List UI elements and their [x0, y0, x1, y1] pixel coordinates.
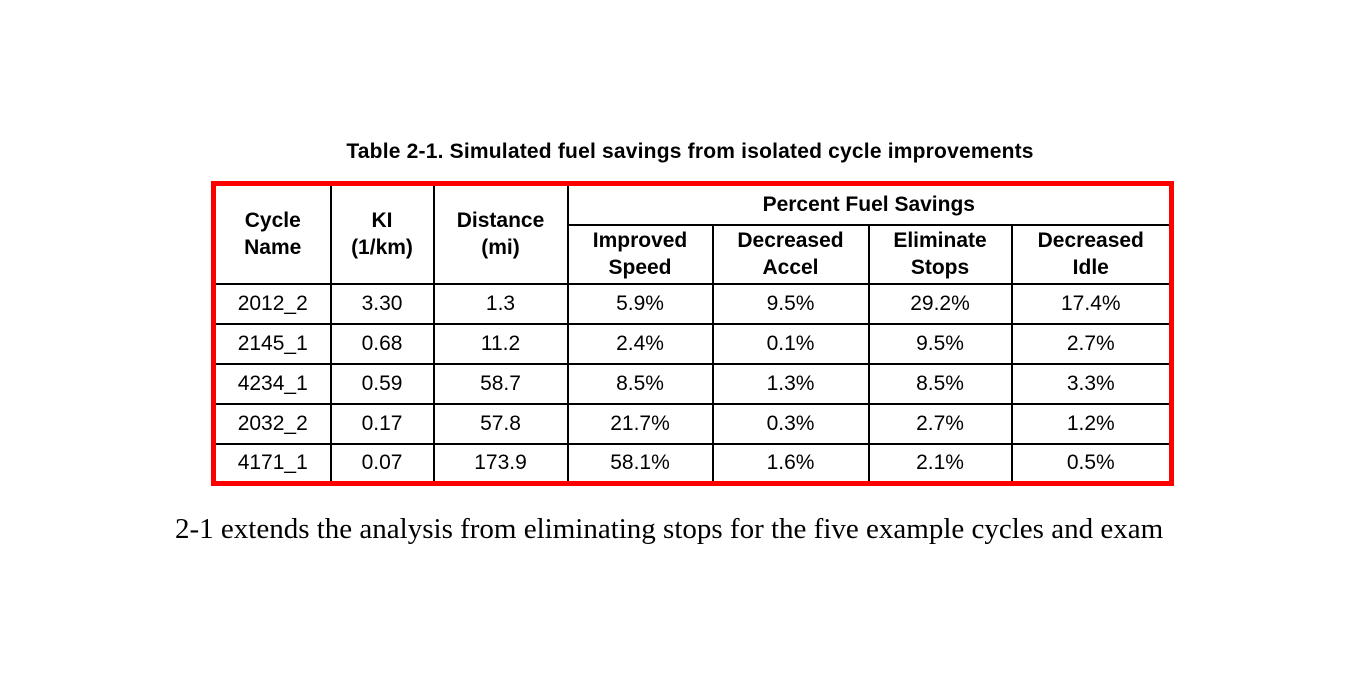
cell-cycle-name: 4171_1 [212, 442, 332, 485]
cell-eliminate-stops: 8.5% [867, 362, 1013, 405]
column-header-improved-speed: Improved Speed [566, 223, 714, 285]
cell-distance: 11.2 [432, 322, 569, 365]
header-row-group: Cycle Name KI (1/km) Distance (mi) Perce… [212, 182, 1173, 285]
cell-decreased-idle: 2.7% [1010, 322, 1173, 365]
cell-improved-speed: 2.4% [566, 322, 714, 365]
cell-decreased-idle: 0.5% [1010, 442, 1173, 485]
table-row: 2145_1 0.68 11.2 2.4% 0.1% 9.5% 2.7% [212, 322, 1173, 365]
column-header-distance: Distance (mi) [432, 182, 569, 285]
table-row: 2012_2 3.30 1.3 5.9% 9.5% 29.2% 17.4% [212, 282, 1173, 325]
header-row-sub: Improved Speed Decreased Accel Eliminate… [214, 223, 1173, 285]
column-header-cycle-name: Cycle Name [212, 182, 332, 285]
cell-cycle-name: 2145_1 [212, 322, 332, 365]
cell-decreased-idle: 1.2% [1010, 402, 1173, 445]
fuel-savings-table: Cycle Name KI (1/km) Distance (mi) Perce… [211, 181, 1175, 486]
cell-decreased-accel: 1.6% [711, 442, 870, 485]
cell-ki: 0.07 [329, 442, 435, 485]
column-header-decreased-idle: Decreased Idle [1010, 223, 1173, 285]
cell-cycle-name: 2032_2 [212, 402, 332, 445]
cell-cycle-name: 2012_2 [212, 282, 332, 325]
cell-distance: 173.9 [432, 442, 569, 485]
cell-improved-speed: 21.7% [566, 402, 714, 445]
column-group-header-percent-fuel-savings: Percent Fuel Savings [566, 182, 1173, 226]
cell-distance: 58.7 [432, 362, 569, 405]
cell-eliminate-stops: 29.2% [867, 282, 1013, 325]
cell-eliminate-stops: 2.1% [867, 442, 1013, 485]
cell-ki: 0.59 [329, 362, 435, 405]
cell-ki: 0.17 [329, 402, 435, 445]
table-row: 4171_1 0.07 173.9 58.1% 1.6% 2.1% 0.5% [212, 442, 1173, 485]
table-row: 4234_1 0.59 58.7 8.5% 1.3% 8.5% 3.3% [212, 362, 1173, 405]
body-text: 2-1 extends the analysis from eliminatin… [175, 513, 1164, 545]
cell-decreased-accel: 9.5% [711, 282, 870, 325]
cell-decreased-idle: 17.4% [1010, 282, 1173, 325]
cell-improved-speed: 8.5% [566, 362, 714, 405]
cell-eliminate-stops: 9.5% [867, 322, 1013, 365]
column-header-ki: KI (1/km) [329, 182, 435, 285]
column-header-eliminate-stops: Eliminate Stops [867, 223, 1013, 285]
cell-ki: 3.30 [329, 282, 435, 325]
cell-improved-speed: 5.9% [566, 282, 714, 325]
cell-decreased-accel: 1.3% [711, 362, 870, 405]
table-row: 2032_2 0.17 57.8 21.7% 0.3% 2.7% 1.2% [212, 402, 1173, 445]
cell-decreased-accel: 0.1% [711, 322, 870, 365]
cell-cycle-name: 4234_1 [212, 362, 332, 405]
cell-distance: 1.3 [432, 282, 569, 325]
table-caption: Table 2-1. Simulated fuel savings from i… [346, 140, 1034, 163]
cell-decreased-idle: 3.3% [1010, 362, 1173, 405]
cell-improved-speed: 58.1% [566, 442, 714, 485]
fuel-savings-table-container: Cycle Name KI (1/km) Distance (mi) Perce… [211, 181, 1175, 486]
cell-decreased-accel: 0.3% [711, 402, 870, 445]
column-header-decreased-accel: Decreased Accel [711, 223, 870, 285]
cell-distance: 57.8 [432, 402, 569, 445]
cell-ki: 0.68 [329, 322, 435, 365]
cell-eliminate-stops: 2.7% [867, 402, 1013, 445]
